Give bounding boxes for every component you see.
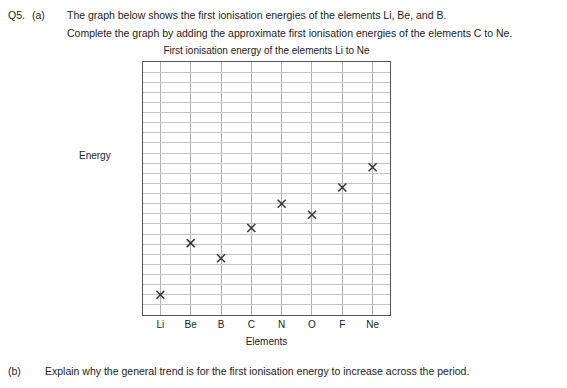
svg-text:Be: Be — [185, 319, 198, 330]
svg-text:C: C — [248, 319, 255, 330]
svg-text:Li: Li — [156, 319, 164, 330]
svg-text:Ne: Ne — [366, 319, 379, 330]
svg-text:Energy: Energy — [79, 150, 111, 161]
html-text:(b): (b) — [8, 365, 21, 377]
svg-text:N: N — [278, 319, 285, 330]
svg-text:First ionisation energy of the: First ionisation energy of the elements … — [163, 45, 370, 56]
svg-text:F: F — [339, 319, 345, 330]
html-text:Complete the graph by adding t: Complete the graph by adding the approxi… — [67, 27, 513, 39]
html-text:Explain why the general trend: Explain why the general trend is for the… — [45, 365, 470, 377]
svg-text:B: B — [218, 319, 225, 330]
html-text:The graph below shows the firs: The graph below shows the first ionisati… — [67, 9, 447, 21]
svg-text:Elements: Elements — [246, 336, 288, 347]
html-text:Q5.: Q5. — [8, 9, 25, 21]
svg-text:O: O — [308, 319, 316, 330]
html-text:(a): (a) — [32, 9, 45, 21]
